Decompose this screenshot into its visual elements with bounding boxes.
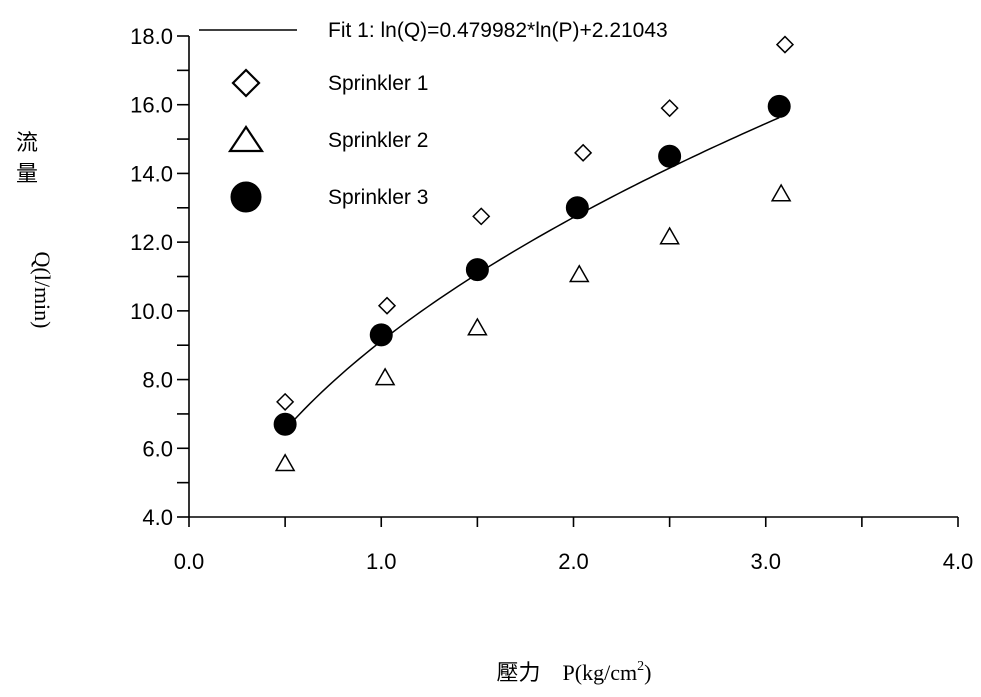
y-tick-label: 14.0 (130, 161, 173, 186)
point-triangle-series-2 (568, 264, 590, 283)
y-axis-title-char: 流 (16, 130, 38, 155)
point-diamond-series-1 (775, 35, 795, 54)
y-axis-title-unit: Q(l/min) (30, 252, 55, 329)
y-tick-label: 6.0 (142, 436, 173, 461)
data-points (273, 35, 795, 472)
point-circle-series-3 (767, 94, 791, 118)
point-diamond-series-1 (276, 392, 295, 411)
fit-curve (284, 116, 780, 431)
x-tick-label: 4.0 (943, 549, 974, 574)
legend-fit-label: Fit 1: ln(Q)=0.479982*ln(P)+2.21043 (328, 19, 668, 42)
axes: 4.0 6.0 8.0 10.0 12.0 14.0 16.0 18.0 0.0 1.0 2.0 3.… (130, 24, 973, 574)
point-diamond-series-1 (377, 296, 397, 315)
y-tick-label: 12.0 (130, 230, 173, 255)
legend-triangle-icon (227, 125, 265, 153)
point-triangle-series-2 (770, 183, 792, 202)
y-tick-label: 18.0 (130, 24, 173, 49)
legend-diamond-icon (231, 68, 261, 98)
point-circle-series-3 (658, 144, 682, 168)
x-tick-label: 3.0 (750, 549, 781, 574)
x-tick-label: 2.0 (558, 549, 589, 574)
point-triangle-series-2 (467, 317, 488, 336)
y-tick-label: 16.0 (130, 93, 173, 118)
y-tick-label: 10.0 (130, 299, 173, 324)
axis-titles: 流量 Q(l/min) 壓力 P(kg/cm2) (16, 130, 651, 685)
point-circle-series-3 (273, 412, 297, 436)
point-diamond-series-1 (574, 143, 593, 162)
point-triangle-series-2 (659, 226, 680, 245)
y-axis-title-char: 量 (16, 161, 38, 186)
legend-label-series-2: Sprinkler 2 (328, 129, 428, 152)
x-tick-label: 1.0 (366, 549, 397, 574)
point-triangle-series-2 (274, 453, 296, 472)
point-circle-series-3 (369, 323, 393, 347)
point-diamond-series-1 (660, 99, 679, 118)
legend-label-series-3: Sprinkler 3 (328, 186, 428, 209)
legend-circle-icon (230, 181, 262, 213)
point-circle-series-3 (465, 258, 489, 282)
x-axis-title: 壓力 P(kg/cm2) (497, 659, 652, 685)
point-diamond-series-1 (472, 207, 491, 226)
point-triangle-series-2 (374, 367, 396, 386)
legend: Fit 1: ln(Q)=0.479982*ln(P)+2.21043 Sprin… (199, 19, 668, 213)
y-tick-label: 8.0 (142, 368, 173, 393)
y-tick-label: 4.0 (142, 505, 173, 530)
point-circle-series-3 (565, 196, 589, 220)
legend-label-series-1: Sprinkler 1 (328, 72, 428, 95)
x-tick-label: 0.0 (174, 549, 205, 574)
fit-curve-layer (284, 116, 780, 431)
